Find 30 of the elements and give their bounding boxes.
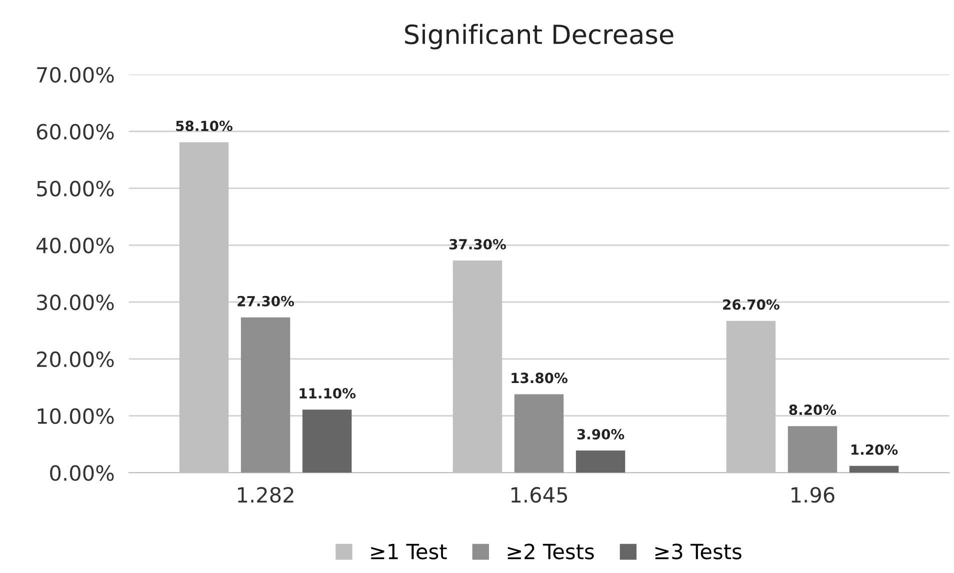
y-tick-label: 30.00% xyxy=(37,294,114,310)
bar xyxy=(788,426,838,473)
data-label: 1.20% xyxy=(852,444,898,455)
y-tick-label: 20.00% xyxy=(36,351,114,368)
data-label: 27.30% xyxy=(238,296,294,306)
y-tick-label: 0.00% xyxy=(50,465,114,481)
legend-label: ≥3 Tests xyxy=(655,544,742,560)
data-label: 58.10% xyxy=(176,120,232,132)
x-tick-label: 1.282 xyxy=(238,486,294,503)
legend-label: ≥1 Test xyxy=(371,544,447,560)
y-tick-label: 60.00% xyxy=(36,124,114,140)
data-label: 13.80% xyxy=(512,372,568,384)
y-tick-label: 50.00% xyxy=(37,180,114,196)
bar xyxy=(849,466,899,473)
y-tick-label: 40.00% xyxy=(36,238,114,254)
data-label: 8.20% xyxy=(789,404,836,416)
y-tick-label: 70.00% xyxy=(37,66,114,83)
bar xyxy=(240,317,290,473)
x-tick-label: 1.645 xyxy=(511,486,568,503)
bar xyxy=(514,394,564,473)
chart-title: Significant Decrease xyxy=(405,24,674,50)
x-tick-label: 1.96 xyxy=(792,486,834,503)
y-tick-label: 10.00% xyxy=(38,408,114,424)
bar xyxy=(302,410,352,473)
data-label: 26.70% xyxy=(723,299,780,310)
data-label: 3.90% xyxy=(577,429,624,440)
bar xyxy=(576,450,626,473)
data-label: 11.10% xyxy=(300,388,356,399)
legend-label: ≥2 Tests xyxy=(508,544,594,560)
data-label: 37.30% xyxy=(449,238,506,250)
